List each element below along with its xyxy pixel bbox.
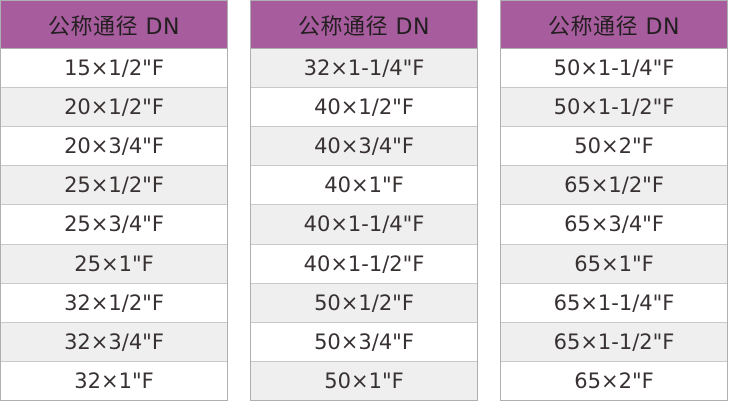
table-row: 50×1-1/2"F: [501, 87, 727, 127]
table-header: 公称通径 DN: [251, 1, 477, 49]
table-row: 40×1/2"F: [251, 87, 477, 127]
table-row: 20×1/2"F: [1, 87, 227, 127]
table-row: 65×1"F: [501, 243, 727, 283]
table-header-label: 公称通径 DN: [48, 14, 180, 40]
table-row: 65×1-1/2"F: [501, 321, 727, 361]
table-row: 50×1-1/4"F: [501, 49, 727, 88]
table-body: 15×1/2"F 20×1/2"F 20×3/4"F 25×1/2"F 25×3/4"F…: [1, 49, 227, 400]
table-body: 50×1-1/4"F 50×1-1/2"F 50×2"F 65×1/2"F 65×3/4…: [501, 49, 727, 400]
table-row: 50×3/4"F: [251, 321, 477, 361]
dn-table-3: 公称通径 DN 50×1-1/4"F 50×1-1/2"F 50×2"F 65×1/2…: [500, 0, 728, 401]
table-header-label: 公称通径 DN: [548, 14, 680, 40]
table-row: 50×1"F: [251, 360, 477, 400]
table-row: 15×1/2"F: [1, 49, 227, 88]
table-row: 32×1"F: [1, 360, 227, 400]
table-row: 65×3/4"F: [501, 204, 727, 244]
table-row: 32×3/4"F: [1, 321, 227, 361]
table-row: 50×2"F: [501, 126, 727, 166]
table-row: 32×1/2"F: [1, 282, 227, 322]
table-header: 公称通径 DN: [501, 1, 727, 49]
dn-table-1: 公称通径 DN 15×1/2"F 20×1/2"F 20×3/4"F 25×1/2"F…: [0, 0, 228, 401]
table-row: 25×1/2"F: [1, 165, 227, 205]
table-row: 40×1-1/4"F: [251, 204, 477, 244]
table-row: 50×1/2"F: [251, 282, 477, 322]
table-row: 20×3/4"F: [1, 126, 227, 166]
dn-table-2: 公称通径 DN 32×1-1/4"F 40×1/2"F 40×3/4"F 40×1"F…: [250, 0, 478, 401]
table-row: 40×1"F: [251, 165, 477, 205]
table-row: 40×3/4"F: [251, 126, 477, 166]
table-row: 32×1-1/4"F: [251, 49, 477, 88]
table-row: 25×3/4"F: [1, 204, 227, 244]
table-header: 公称通径 DN: [1, 1, 227, 49]
table-row: 65×1/2"F: [501, 165, 727, 205]
table-row: 65×1-1/4"F: [501, 282, 727, 322]
table-row: 65×2"F: [501, 360, 727, 400]
table-header-label: 公称通径 DN: [298, 14, 430, 40]
table-body: 32×1-1/4"F 40×1/2"F 40×3/4"F 40×1"F 40×1-1/4…: [251, 49, 477, 400]
table-row: 25×1"F: [1, 243, 227, 283]
table-row: 40×1-1/2"F: [251, 243, 477, 283]
